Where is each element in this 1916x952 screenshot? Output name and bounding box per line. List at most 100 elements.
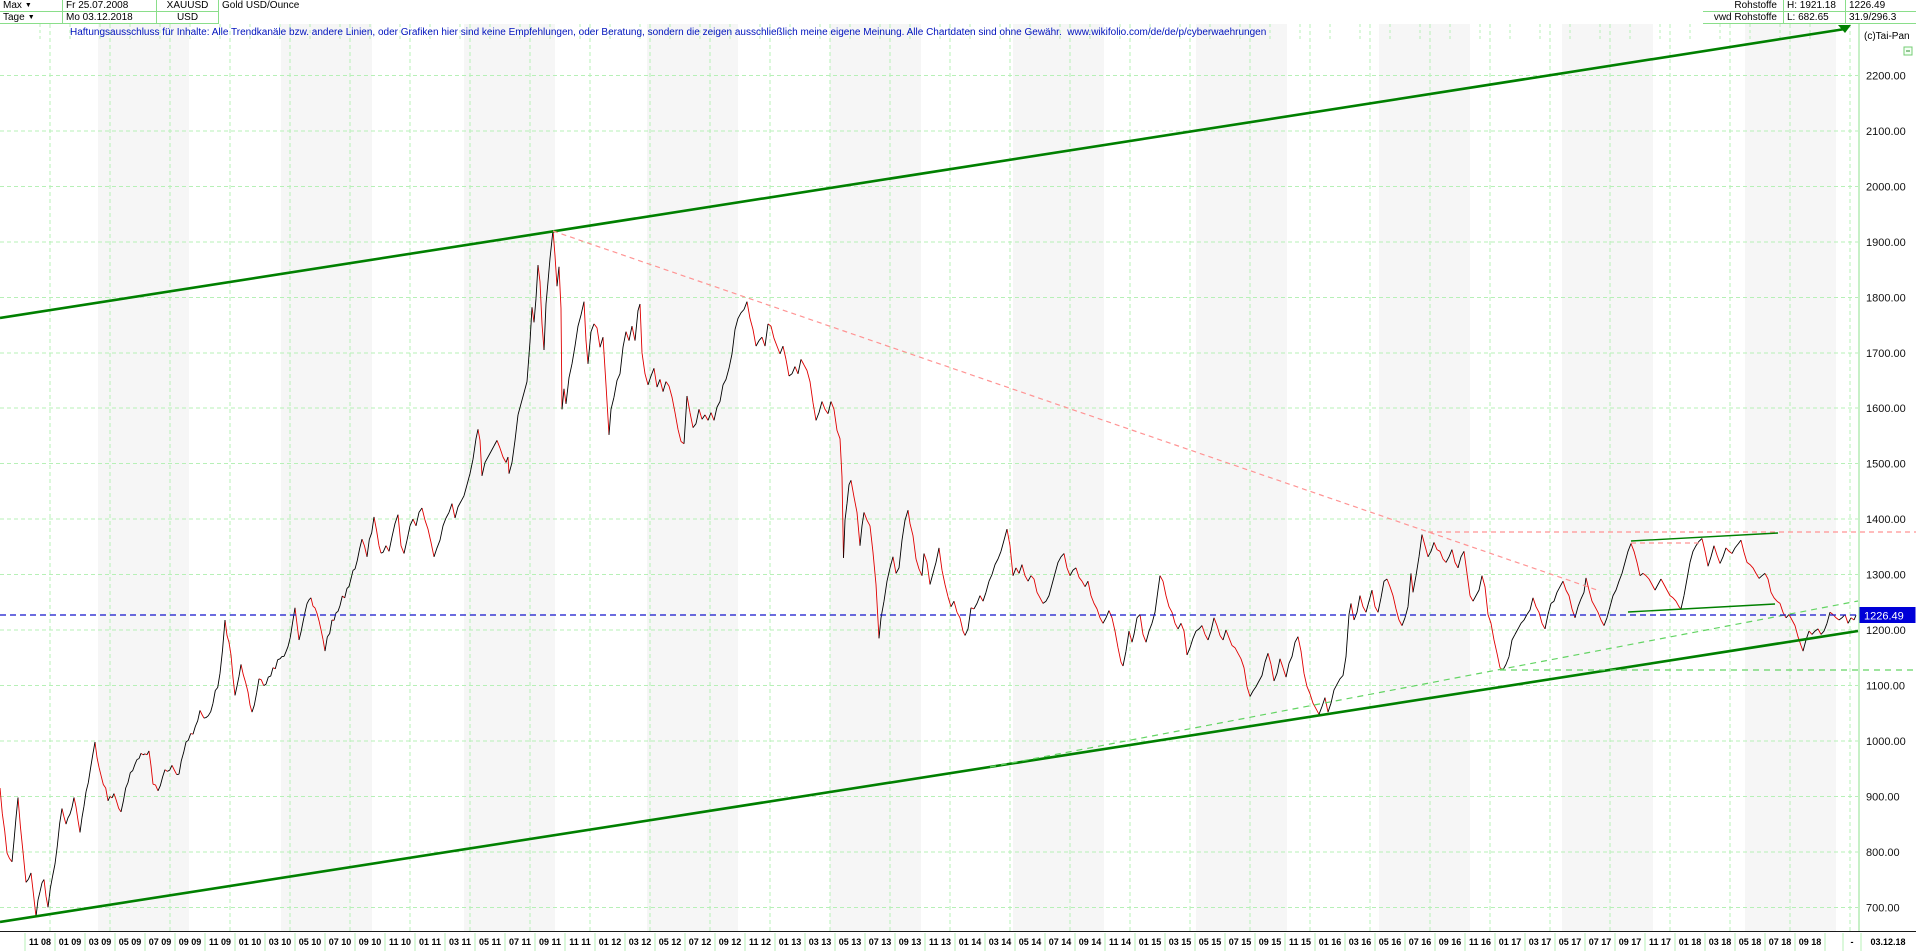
y-axis-label: 900.00: [1866, 791, 1900, 803]
range-start-date: Fr 25.07.2008: [63, 0, 157, 12]
x-axis-label: 11 10: [389, 937, 411, 947]
x-axis-label: 05 11: [479, 937, 501, 947]
period-dropdown[interactable]: Tage ▼: [0, 12, 63, 24]
x-axis-label: 03 10: [269, 937, 292, 947]
x-axis-label: 01 14: [959, 937, 982, 947]
x-axis-label: 05 14: [1019, 937, 1042, 947]
x-axis-label: 05 15: [1199, 937, 1222, 947]
range-end-date: Mo 03.12.2018: [63, 12, 157, 24]
y-axis-label: 1800.00: [1866, 292, 1906, 304]
minor-top-trendline[interactable]: [1630, 532, 1779, 542]
y-axis-label: 1700.00: [1866, 348, 1906, 360]
y-axis-label: 1400.00: [1866, 514, 1906, 526]
background-band: [1562, 24, 1653, 931]
x-axis-label: 03 17: [1529, 937, 1552, 947]
x-axis-label: 05 10: [299, 937, 322, 947]
resistance-2011-2016-dashed[interactable]: [552, 230, 1601, 592]
x-axis-label: 09 17: [1619, 937, 1642, 947]
x-axis-label: 03 12: [629, 937, 652, 947]
chart-settings-header: Max ▼ Fr 25.07.2008 XAUUSD Gold USD/Ounce…: [0, 0, 393, 24]
channel-end-marker-icon: [1838, 25, 1851, 33]
y-axis-label: 2200.00: [1866, 71, 1906, 83]
x-axis-label: 05 16: [1379, 937, 1402, 947]
x-axis-label: 05 17: [1559, 937, 1582, 947]
lower-trend-channel-line[interactable]: [0, 629, 1859, 924]
x-axis-label: 07 10: [329, 937, 352, 947]
x-axis-label: 11 17: [1649, 937, 1671, 947]
currency-cell: USD: [157, 12, 219, 24]
x-axis-label: 11 11: [569, 937, 591, 947]
symbol-cell[interactable]: XAUUSD: [157, 0, 219, 12]
x-axis-label: 09 18: [1799, 937, 1822, 947]
x-axis-label: 09 09: [179, 937, 202, 947]
x-axis-label: 03 14: [989, 937, 1012, 947]
x-axis-label: 03 13: [809, 937, 832, 947]
fan-line-dashed[interactable]: [989, 600, 1859, 768]
wikifolio-link[interactable]: www.wikifolio.com/de/de/p/cyberwaehrunge…: [1067, 27, 1267, 38]
last-price-cell: 1226.49: [1846, 0, 1916, 12]
x-axis-label: 09 16: [1439, 937, 1462, 947]
x-axis-label: 07 18: [1769, 937, 1792, 947]
x-axis-label: 09 15: [1259, 937, 1282, 947]
x-axis-label: 01 17: [1499, 937, 1522, 947]
x-axis-label: 05 13: [839, 937, 862, 947]
x-axis-label: 09 11: [539, 937, 561, 947]
category-cell: Rohstoffe: [1703, 0, 1784, 12]
x-axis-label: 03 09: [89, 937, 112, 947]
x-axis-label: 09 13: [899, 937, 922, 947]
background-band: [647, 24, 738, 931]
x-axis-label: 01 15: [1139, 937, 1162, 947]
x-axis-label: 07 15: [1229, 937, 1252, 947]
x-axis-label: 09 12: [719, 937, 742, 947]
y-axis-label: 1600.00: [1866, 403, 1906, 415]
period-high: H: 1921.18: [1784, 0, 1846, 12]
range-dropdown[interactable]: Max ▼: [0, 0, 63, 12]
range-dropdown-label: Max: [3, 0, 22, 11]
disclaimer-body: Haftungsausschluss für Inhalte: Alle Tre…: [70, 27, 1062, 38]
x-axis-label: 07 14: [1049, 937, 1072, 947]
x-axis-label: 07 09: [149, 937, 172, 947]
x-axis-label: 11 14: [1109, 937, 1131, 947]
x-axis-label: 03 15: [1169, 937, 1192, 947]
x-axis-label: 03 16: [1349, 937, 1372, 947]
background-band: [1379, 24, 1470, 931]
x-axis-gap-dash: -: [1851, 937, 1854, 947]
x-axis-label: 03 11: [449, 937, 471, 947]
price-line-up-segments: [11, 230, 1857, 917]
background-band: [1745, 24, 1836, 931]
minor-support-trendline[interactable]: [1627, 603, 1776, 613]
x-axis-label: 11 13: [929, 937, 951, 947]
y-axis-label: 1300.00: [1866, 570, 1906, 582]
chevron-down-icon: ▼: [27, 14, 35, 21]
x-axis-label: 01 10: [239, 937, 262, 947]
x-axis-label: 11 16: [1469, 937, 1491, 947]
y-axis-label: 1200.00: [1866, 625, 1906, 637]
y-axis-label: 2100.00: [1866, 126, 1906, 138]
x-axis-label: 09 14: [1079, 937, 1102, 947]
x-axis-label: 07 12: [689, 937, 712, 947]
x-axis-label: 01 18: [1679, 937, 1702, 947]
y-axis-label: 1900.00: [1866, 237, 1906, 249]
last-price-label-box: [1859, 607, 1916, 623]
x-axis-label: 07 11: [509, 937, 531, 947]
x-axis-label: 11 08: [29, 937, 51, 947]
background-band: [464, 24, 555, 931]
quote-info-header: Rohstoffe H: 1921.18 1226.49 vwd Rohstof…: [1703, 0, 1916, 24]
upper-trend-channel-line[interactable]: [0, 27, 1846, 320]
change-cell: 31.9/296.3: [1846, 12, 1916, 24]
x-axis-label: 05 18: [1739, 937, 1762, 947]
x-axis-label: 01 16: [1319, 937, 1342, 947]
chevron-down-icon: ▼: [24, 2, 32, 9]
x-axis-label: 07 16: [1409, 937, 1432, 947]
period-dropdown-label: Tage: [3, 12, 25, 23]
x-axis-label: 11 15: [1289, 937, 1311, 947]
x-axis-label: 11 09: [209, 937, 231, 947]
background-band: [281, 24, 372, 931]
price-line-down-segments: [0, 230, 1855, 917]
y-axis-label: 1000.00: [1866, 736, 1906, 748]
background-band: [1013, 24, 1104, 931]
x-axis-label: 03 18: [1709, 937, 1732, 947]
empty-cell: [219, 12, 393, 24]
